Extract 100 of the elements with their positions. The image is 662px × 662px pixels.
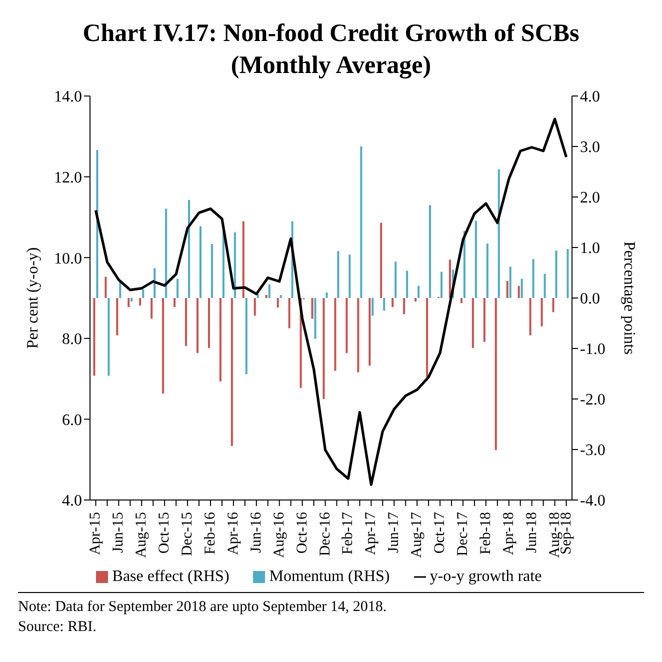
line-series (94, 118, 568, 486)
x-tick-label: Apr-17 (363, 512, 380, 556)
bar (200, 226, 202, 298)
bar (242, 221, 244, 298)
x-tick-label: Oct-16 (294, 512, 310, 554)
bar (540, 298, 543, 326)
bar (520, 278, 523, 298)
legend-label: Momentum (RHS) (269, 568, 390, 585)
bar (383, 298, 386, 311)
bar (254, 298, 256, 316)
bar (337, 251, 340, 298)
bar (280, 294, 282, 298)
bar (518, 286, 520, 298)
bar (472, 298, 474, 348)
bar (529, 298, 532, 336)
x-tick-label: Aug-18 (546, 512, 563, 558)
y2-axis-title: Percentage points (620, 241, 638, 355)
y2-tick-label: -3.0 (580, 442, 606, 460)
y-tick-label: 6.0 (62, 412, 82, 429)
bar (276, 298, 279, 308)
bar (96, 150, 98, 298)
legend-label: Base effect (RHS) (112, 568, 230, 585)
bar (406, 270, 408, 298)
x-tick-label: Apr-16 (225, 512, 242, 556)
y2-tick-label: 4.0 (580, 88, 600, 106)
bar (245, 298, 248, 374)
x-tick-label: Dec-17 (454, 512, 471, 556)
bar (566, 249, 569, 298)
y2-tick-label: 1.0 (580, 240, 600, 258)
bar (509, 266, 512, 298)
bar (403, 298, 406, 314)
y-axis-title: Per cent (y-o-y) (24, 247, 42, 349)
x-tick-label: Jun-15 (110, 512, 127, 553)
bar (196, 298, 198, 354)
bar (268, 284, 270, 298)
bar (346, 298, 348, 354)
y2-tick-label: -2.0 (580, 392, 606, 409)
bar (418, 286, 420, 298)
x-tick-label: Jun-17 (386, 512, 402, 553)
x-tick-label: Aug-17 (409, 512, 426, 558)
y-tick-label: 14.0 (54, 88, 82, 106)
bar (460, 298, 462, 304)
x-tick-label: Jun-18 (524, 512, 540, 553)
y2-tick-label: -4.0 (580, 492, 606, 510)
bar (108, 298, 110, 376)
bar (555, 250, 558, 298)
bar (176, 278, 179, 298)
x-tick-label: Feb-16 (202, 512, 218, 554)
bar (130, 298, 133, 302)
bar (208, 298, 210, 348)
y-tick-label: 10.0 (54, 250, 82, 268)
bar (174, 298, 176, 308)
bar (139, 298, 142, 306)
chart-title: Chart IV.17: Non-food Credit Growth of SCBs (Monthly Average) (82, 19, 580, 81)
bar (372, 298, 374, 316)
x-tick-label: Apr-15 (88, 512, 104, 556)
bar (429, 205, 432, 298)
bar (357, 298, 360, 372)
bar (368, 298, 371, 366)
bar (188, 200, 190, 298)
bar (440, 272, 442, 298)
bar (483, 298, 486, 342)
x-tick-label: Dec-15 (180, 512, 196, 556)
bar (234, 232, 236, 298)
x-tick-label: Aug-16 (271, 512, 288, 558)
bar (265, 294, 268, 298)
source-note: Source: RBI. (18, 618, 98, 637)
bar (506, 280, 508, 298)
text: Note: Data for September 2018 are upto September 14, 2018. (18, 598, 388, 617)
bar (256, 294, 259, 298)
bar (544, 274, 546, 298)
x-tick-label: Oct-17 (432, 512, 448, 554)
bar (219, 298, 222, 382)
bar (552, 298, 554, 312)
y2-tick-label: 2.0 (580, 190, 600, 207)
bar (165, 208, 168, 298)
bar (474, 220, 477, 298)
bar (326, 292, 328, 298)
bar (360, 146, 362, 298)
bar (314, 298, 316, 339)
bar (392, 298, 394, 308)
bar (142, 289, 144, 298)
bar (162, 298, 164, 394)
bar (150, 298, 153, 319)
bar (104, 276, 107, 298)
y-tick-label: 12.0 (54, 169, 82, 186)
bar (532, 259, 534, 298)
y-tick-label: 4.0 (62, 492, 82, 510)
bar (448, 260, 451, 298)
x-tick-label: Jun-16 (248, 512, 264, 553)
bar (116, 298, 118, 336)
x-tick-label: Oct-15 (156, 512, 173, 554)
bar (394, 262, 397, 298)
x-tick-label: Apr-18 (500, 512, 517, 556)
x-tick-label: Dec-16 (317, 512, 334, 556)
bar (414, 298, 417, 302)
bar (154, 268, 156, 298)
bar (334, 298, 336, 371)
y-tick-label: 8.0 (62, 331, 82, 348)
bar (348, 254, 351, 298)
